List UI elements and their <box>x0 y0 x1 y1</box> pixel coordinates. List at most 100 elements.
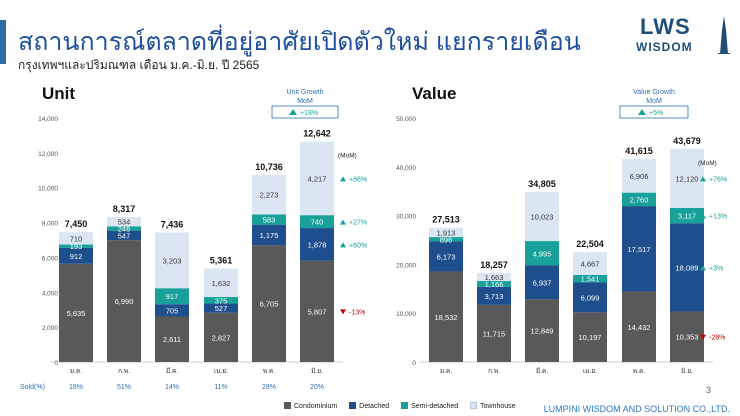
y-tick-label: 40,000 <box>396 165 416 172</box>
data-label: 18,089 <box>676 263 699 272</box>
data-label: 10,353 <box>676 333 699 342</box>
mom-header: (MoM) <box>698 160 717 167</box>
bar-segment-townhouse <box>155 232 189 289</box>
x-tick-label: มิ.ย. <box>311 367 323 375</box>
down-arrow-icon <box>700 334 706 340</box>
sold-percent: 11% <box>214 384 228 391</box>
bar-segment-condominium <box>204 312 238 362</box>
y-tick-label: 50,000 <box>396 116 416 123</box>
data-label: 6,937 <box>533 278 552 287</box>
bar-segment-townhouse <box>252 174 286 215</box>
bar-segment-semi-detached <box>155 288 189 305</box>
data-label: 2,760 <box>630 195 649 204</box>
up-arrow-icon <box>700 213 706 219</box>
total-label: 18,257 <box>480 260 508 270</box>
bar-segment-semi-detached <box>525 241 559 266</box>
total-label: 7,450 <box>65 219 88 229</box>
bar-segment-semi-detached <box>204 297 238 304</box>
data-label: 1,878 <box>308 240 327 249</box>
bar-segment-condominium <box>155 316 189 362</box>
x-tick-label: เม.ย. <box>214 368 228 375</box>
data-label: 6,990 <box>115 297 134 306</box>
bar-segment-semi-detached <box>107 226 141 231</box>
bar-segment-townhouse <box>622 158 656 193</box>
x-tick-label: มี.ค. <box>536 367 548 375</box>
up-arrow-icon <box>638 109 646 115</box>
data-label: 583 <box>263 216 276 225</box>
sold-label: Sold(%) <box>20 384 45 391</box>
mom-value: +13% <box>709 214 727 221</box>
data-label: 3,117 <box>678 212 696 221</box>
company-footer: LUMPINI WISDOM AND SOLUTION CO.,LTD. <box>543 404 730 414</box>
data-label: 547 <box>118 231 131 240</box>
total-label: 5,361 <box>210 256 233 266</box>
bar-segment-condominium <box>59 263 93 362</box>
bar-segment-townhouse <box>670 148 704 208</box>
data-label: 1,166 <box>485 280 504 289</box>
x-tick-label: พ.ค. <box>633 368 645 375</box>
sold-percent: 20% <box>310 384 324 391</box>
y-tick-label: 14,000 <box>38 116 58 123</box>
page-title: สถานการณ์ตลาดที่อยู่อาศัยเปิดตัวใหม่ แยก… <box>18 28 581 56</box>
y-tick-label: 30,000 <box>396 214 416 221</box>
up-arrow-icon <box>340 176 346 182</box>
bar-segment-semi-detached <box>252 214 286 225</box>
total-label: 34,805 <box>528 179 556 189</box>
up-arrow-icon <box>340 242 346 248</box>
data-label: 4,217 <box>308 174 327 183</box>
data-label: 2,827 <box>212 333 231 342</box>
data-label: 710 <box>70 234 83 243</box>
data-label: 2,611 <box>163 335 181 344</box>
data-label: 1,632 <box>212 279 231 288</box>
bar-segment-semi-detached <box>573 274 607 283</box>
up-arrow-icon <box>700 265 706 271</box>
bar-segment-condominium <box>477 304 511 362</box>
x-tick-label: พ.ค. <box>263 368 275 375</box>
data-label: 4,667 <box>581 260 600 269</box>
total-label: 12,642 <box>303 129 331 139</box>
x-tick-label: ก.พ. <box>118 368 130 375</box>
x-tick-label: มิ.ย. <box>681 367 693 375</box>
data-label: 6,173 <box>437 253 456 262</box>
data-label: 4,995 <box>533 249 552 258</box>
data-label: 1,175 <box>260 231 279 240</box>
mom-value: +60% <box>349 242 367 249</box>
bar-segment-semi-detached <box>300 215 334 229</box>
data-label: 5,635 <box>67 309 86 318</box>
data-label: 3,713 <box>485 292 504 301</box>
page-number: 3 <box>706 385 712 395</box>
data-label: 917 <box>166 292 179 301</box>
up-arrow-icon <box>289 109 297 115</box>
x-tick-label: ก.พ. <box>488 368 500 375</box>
mom-value: +86% <box>349 176 367 183</box>
x-tick-label: มี.ค. <box>166 367 178 375</box>
legend-item-townhouse: Townhouse <box>470 402 516 410</box>
sold-percent: 14% <box>165 384 179 391</box>
bar-segment-townhouse <box>525 192 559 242</box>
growth-box-title: Unit Growth <box>287 89 324 96</box>
chart-legend: Condominium Detached Semi-detached Townh… <box>284 402 526 410</box>
y-tick-label: 12,000 <box>38 151 58 158</box>
data-label: 896 <box>440 235 453 244</box>
mom-value: -28% <box>709 335 725 342</box>
y-tick-label: 4,000 <box>42 290 59 297</box>
bar-segment-townhouse <box>107 217 141 227</box>
value-chart-title: Value <box>412 84 457 103</box>
data-label: 527 <box>215 304 228 313</box>
bar-segment-detached <box>300 228 334 261</box>
bar-segment-detached <box>477 286 511 305</box>
up-arrow-icon <box>700 176 706 182</box>
total-label: 8,317 <box>113 204 136 214</box>
growth-box-value: +18% <box>300 110 318 117</box>
data-label: 1,663 <box>485 273 504 282</box>
bar-segment-detached <box>429 241 463 272</box>
mom-header: (MoM) <box>338 153 357 160</box>
data-label: 1,913 <box>437 228 456 237</box>
bar-segment-semi-detached <box>622 192 656 207</box>
data-label: 6,705 <box>260 300 279 309</box>
bar-segment-detached <box>59 247 93 264</box>
tower-icon <box>718 16 730 54</box>
data-label: 17,517 <box>628 245 651 254</box>
mom-value: +76% <box>709 176 727 183</box>
bar-segment-townhouse <box>477 272 511 282</box>
